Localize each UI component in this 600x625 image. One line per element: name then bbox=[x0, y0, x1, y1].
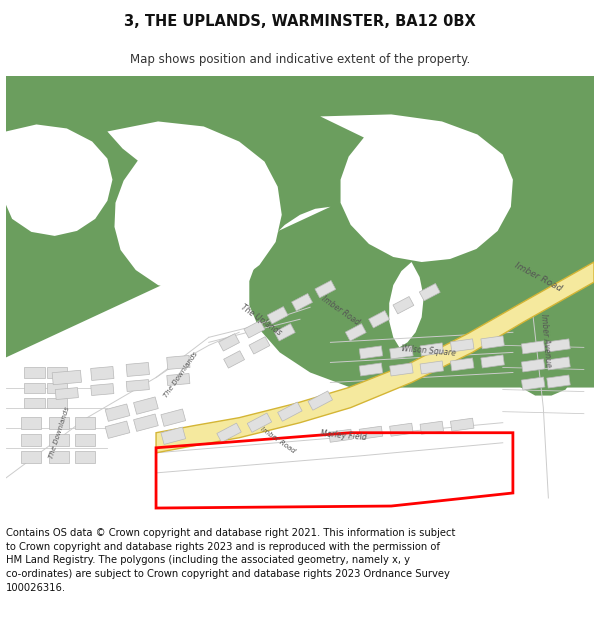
Bar bbox=[521, 359, 545, 372]
Text: Imber Road: Imber Road bbox=[259, 426, 296, 454]
Bar bbox=[359, 363, 383, 376]
Text: Imber Road: Imber Road bbox=[513, 261, 563, 293]
Bar bbox=[49, 417, 69, 429]
Bar bbox=[75, 434, 95, 446]
Bar bbox=[389, 346, 413, 359]
Polygon shape bbox=[389, 262, 424, 348]
Text: Imber Avenue: Imber Avenue bbox=[539, 313, 553, 368]
Bar bbox=[126, 362, 149, 376]
Bar bbox=[359, 346, 383, 359]
Text: Wilson Square: Wilson Square bbox=[401, 344, 457, 357]
Bar bbox=[49, 434, 69, 446]
Bar bbox=[49, 451, 69, 463]
Polygon shape bbox=[107, 121, 282, 292]
Bar bbox=[329, 429, 352, 442]
Bar bbox=[217, 423, 241, 442]
Bar bbox=[21, 434, 41, 446]
Bar bbox=[315, 281, 336, 298]
Bar bbox=[47, 398, 67, 408]
Bar bbox=[224, 351, 245, 368]
Bar bbox=[451, 418, 474, 431]
Text: Contains OS data © Crown copyright and database right 2021. This information is : Contains OS data © Crown copyright and d… bbox=[6, 528, 455, 592]
Bar bbox=[308, 391, 332, 410]
Polygon shape bbox=[6, 76, 594, 388]
Bar bbox=[24, 368, 44, 378]
Bar bbox=[218, 334, 239, 351]
Bar bbox=[75, 417, 95, 429]
Bar bbox=[420, 421, 443, 434]
Bar bbox=[389, 363, 413, 376]
Bar bbox=[547, 357, 570, 370]
Bar bbox=[481, 336, 505, 349]
Bar bbox=[167, 374, 190, 386]
Bar bbox=[249, 337, 270, 354]
Polygon shape bbox=[156, 262, 594, 452]
Bar bbox=[75, 451, 95, 463]
Bar bbox=[359, 426, 383, 439]
Bar bbox=[105, 421, 130, 438]
Bar bbox=[244, 321, 265, 338]
Bar bbox=[24, 382, 44, 392]
Polygon shape bbox=[320, 114, 513, 262]
Bar bbox=[91, 384, 114, 396]
Bar bbox=[292, 294, 313, 311]
Bar bbox=[346, 324, 366, 341]
Bar bbox=[451, 339, 474, 352]
Bar bbox=[451, 358, 474, 371]
Bar bbox=[267, 307, 288, 324]
Bar bbox=[389, 423, 413, 436]
Bar bbox=[47, 382, 67, 392]
Bar bbox=[393, 296, 414, 314]
Bar bbox=[161, 409, 185, 426]
Bar bbox=[55, 388, 79, 399]
Bar bbox=[167, 356, 190, 369]
Bar bbox=[521, 377, 545, 390]
Bar bbox=[161, 427, 185, 444]
Text: The Uplands: The Uplands bbox=[239, 302, 283, 338]
Bar bbox=[134, 414, 158, 431]
Polygon shape bbox=[6, 124, 112, 236]
Text: Imber Road: Imber Road bbox=[320, 294, 362, 328]
Bar bbox=[105, 404, 130, 421]
Bar bbox=[278, 402, 302, 421]
Bar bbox=[134, 397, 158, 414]
Bar bbox=[274, 324, 295, 341]
Bar bbox=[91, 366, 114, 381]
Bar bbox=[52, 370, 82, 385]
Polygon shape bbox=[503, 342, 574, 396]
Bar bbox=[24, 398, 44, 408]
Bar bbox=[420, 361, 443, 374]
Bar bbox=[21, 451, 41, 463]
Bar bbox=[521, 341, 545, 354]
Bar bbox=[47, 368, 67, 378]
Bar bbox=[547, 339, 570, 352]
Text: The Downlands: The Downlands bbox=[49, 406, 71, 459]
Text: Morley Field: Morley Field bbox=[320, 429, 367, 442]
Bar bbox=[368, 311, 389, 328]
Bar bbox=[547, 375, 570, 388]
Bar bbox=[21, 417, 41, 429]
Bar bbox=[419, 284, 440, 301]
Bar bbox=[126, 379, 149, 391]
Bar bbox=[481, 355, 505, 368]
Bar bbox=[247, 413, 272, 432]
Polygon shape bbox=[6, 207, 594, 528]
Text: Map shows position and indicative extent of the property.: Map shows position and indicative extent… bbox=[130, 53, 470, 66]
Text: 3, THE UPLANDS, WARMINSTER, BA12 0BX: 3, THE UPLANDS, WARMINSTER, BA12 0BX bbox=[124, 14, 476, 29]
Polygon shape bbox=[6, 101, 199, 528]
Text: The Downlands: The Downlands bbox=[163, 351, 199, 399]
Bar bbox=[420, 343, 443, 356]
